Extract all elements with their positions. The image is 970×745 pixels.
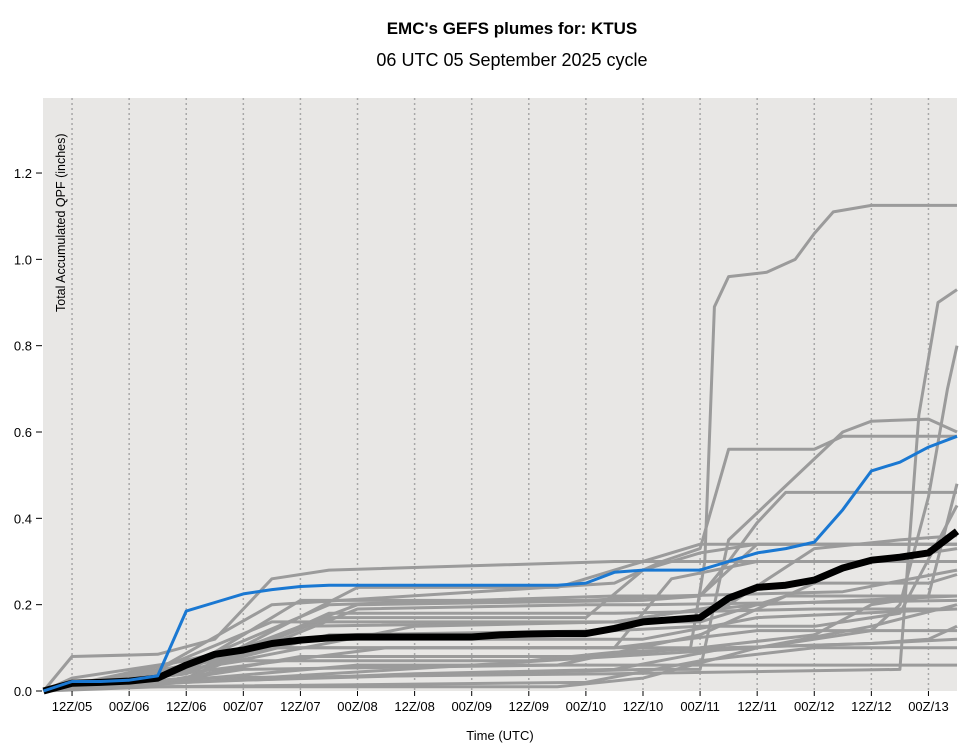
x-tick-label: 12Z/10 — [623, 699, 663, 714]
member-line — [43, 434, 957, 693]
chart-title: EMC's GEFS plumes for: KTUS — [387, 19, 638, 38]
y-tick-label: 0.0 — [14, 684, 32, 699]
member-line — [43, 345, 959, 693]
x-tick-label: 00Z/13 — [908, 699, 948, 714]
x-tick-label: 00Z/08 — [337, 699, 377, 714]
y-tick-label: 1.2 — [14, 166, 32, 181]
member-line — [43, 624, 958, 693]
x-axis-label: Time (UTC) — [466, 728, 533, 743]
x-tick-label: 12Z/07 — [280, 699, 320, 714]
ensemble-mean-line — [42, 528, 960, 695]
chart-subtitle: 06 UTC 05 September 2025 cycle — [376, 50, 647, 70]
x-tick-label: 00Z/12 — [794, 699, 834, 714]
x-tick-label: 00Z/09 — [451, 699, 491, 714]
y-tick-label: 0.8 — [14, 339, 32, 354]
x-tick-label: 12Z/11 — [737, 699, 777, 714]
x-tick-label: 00Z/11 — [680, 699, 720, 714]
x-tick-label: 12Z/09 — [509, 699, 549, 714]
y-tick-label: 0.2 — [14, 598, 32, 613]
x-tick-label: 12Z/12 — [851, 699, 891, 714]
x-tick-label: 12Z/06 — [166, 699, 206, 714]
x-tick-label: 12Z/08 — [394, 699, 434, 714]
x-tick-label: 00Z/06 — [109, 699, 149, 714]
member-line — [43, 646, 957, 693]
y-axis-label: Total Accumulated QPF (inches) — [54, 133, 68, 312]
x-tick-label: 00Z/10 — [566, 699, 606, 714]
member-line — [43, 573, 958, 693]
y-tick-label: 1.0 — [14, 252, 32, 267]
y-tick-label: 0.6 — [14, 425, 32, 440]
y-tick-label: 0.4 — [14, 511, 32, 526]
member-line — [43, 504, 959, 693]
control-member-line — [43, 434, 958, 693]
x-tick-label: 12Z/05 — [52, 699, 92, 714]
member-line — [42, 560, 957, 692]
x-tick-label: 00Z/07 — [223, 699, 263, 714]
